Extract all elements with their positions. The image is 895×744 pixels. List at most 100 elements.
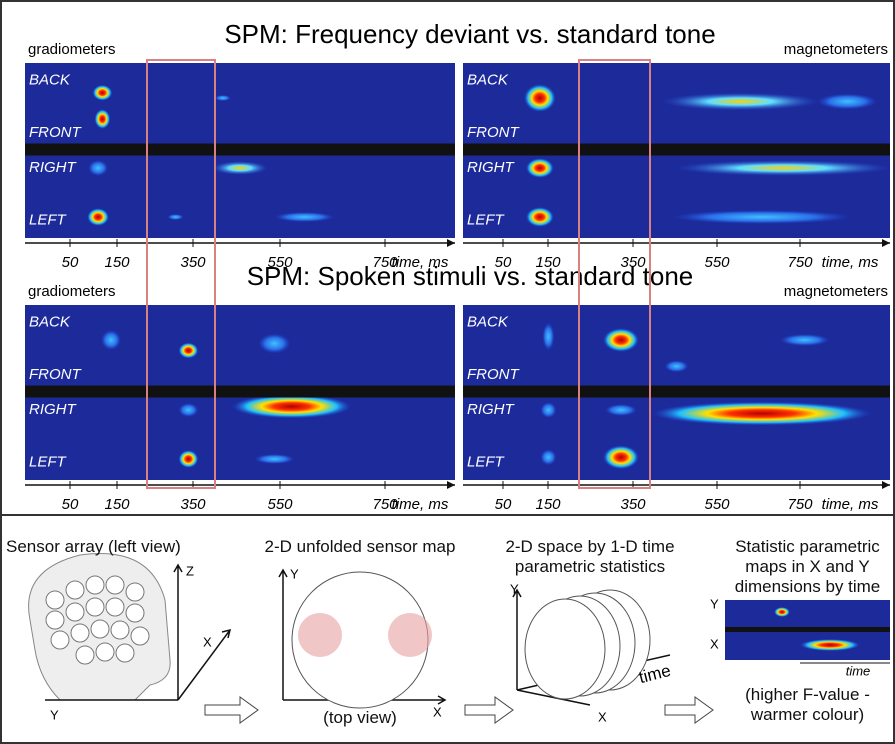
axis-letter: Z bbox=[186, 563, 194, 578]
row-band bbox=[463, 143, 890, 156]
row-label: RIGHT bbox=[467, 401, 516, 418]
activation-blob bbox=[602, 445, 639, 470]
tick-label: 750 bbox=[372, 254, 398, 271]
axis-letter: Y bbox=[510, 581, 519, 596]
axis-letter: Y bbox=[50, 707, 59, 722]
mini-blob bbox=[800, 639, 860, 651]
activation-blob bbox=[671, 210, 852, 224]
step-title: 2-D space by 1-D time parametric statist… bbox=[505, 537, 675, 576]
row-label: FRONT bbox=[467, 366, 520, 383]
step-title: Sensor array (left view) bbox=[6, 537, 181, 556]
tick-label: 550 bbox=[704, 496, 730, 513]
tick-label: 750 bbox=[787, 496, 813, 513]
activation-blob bbox=[274, 212, 335, 222]
tick-label: 750 bbox=[787, 254, 813, 271]
tick-label: 350 bbox=[620, 496, 646, 513]
activation-blob bbox=[178, 450, 199, 468]
row-label: RIGHT bbox=[467, 159, 516, 176]
axis-label: time bbox=[846, 663, 871, 678]
activation-blob bbox=[779, 334, 830, 346]
activation-blob bbox=[101, 330, 121, 350]
activation-blob bbox=[258, 333, 291, 354]
activation-blob bbox=[540, 402, 557, 418]
row-label: LEFT bbox=[467, 211, 506, 228]
axis-arrow bbox=[447, 481, 455, 489]
tick-label: 350 bbox=[180, 496, 206, 513]
panel-title: SPM: Spoken stimuli vs. standard tone bbox=[247, 261, 694, 291]
panel-title: SPM: Frequency deviant vs. standard tone bbox=[224, 19, 715, 49]
activation-blob bbox=[817, 93, 878, 110]
step-note: (higher F-value - warmer colour) bbox=[745, 685, 870, 724]
activation-blob bbox=[231, 394, 352, 419]
axis-letter: Y bbox=[290, 566, 299, 581]
axis-label: time, ms bbox=[392, 496, 449, 513]
row-label: FRONT bbox=[29, 124, 82, 141]
activation-blob bbox=[254, 454, 295, 464]
row-label: BACK bbox=[29, 71, 71, 88]
row-label: LEFT bbox=[29, 211, 68, 228]
activation-blob bbox=[88, 160, 109, 176]
tick-label: 150 bbox=[104, 254, 130, 271]
sensor-label: magnetometers bbox=[784, 41, 888, 58]
activation-blob bbox=[92, 84, 113, 101]
activation-blob bbox=[523, 84, 556, 112]
mini-band bbox=[725, 627, 890, 632]
activation-blob bbox=[525, 158, 554, 178]
row-label: RIGHT bbox=[29, 401, 78, 418]
highlight bbox=[578, 59, 651, 489]
tick-label: 50 bbox=[495, 496, 512, 513]
tick-label: 50 bbox=[495, 254, 512, 271]
sensor-grid bbox=[45, 575, 150, 665]
tick-label: 150 bbox=[104, 496, 130, 513]
activation-blob bbox=[87, 208, 110, 226]
activation-blob bbox=[214, 95, 231, 101]
sensor-label: gradiometers bbox=[28, 41, 116, 58]
activation-blob bbox=[525, 207, 554, 227]
sensor-label: gradiometers bbox=[28, 283, 116, 300]
row-band bbox=[25, 385, 455, 398]
activation-blob bbox=[542, 322, 555, 351]
row-label: BACK bbox=[467, 313, 509, 330]
flow-arrows bbox=[204, 696, 714, 724]
row-label: LEFT bbox=[467, 453, 506, 470]
activation-blob bbox=[664, 360, 689, 373]
axis-arrow bbox=[882, 239, 890, 247]
activation-blob bbox=[673, 160, 894, 176]
step-note: (top view) bbox=[323, 708, 397, 727]
row-label: FRONT bbox=[29, 366, 82, 383]
row-label: BACK bbox=[29, 313, 71, 330]
activation-blob bbox=[94, 109, 111, 129]
activation-blob bbox=[167, 214, 184, 220]
activation-blob bbox=[212, 161, 268, 175]
tick-label: 550 bbox=[267, 496, 293, 513]
tick-label: 750 bbox=[372, 496, 398, 513]
axis-label: time, ms bbox=[822, 496, 879, 513]
mini-blob bbox=[774, 607, 790, 617]
axis-letter: X bbox=[203, 634, 212, 649]
tick-label: 350 bbox=[180, 254, 206, 271]
axis-letter: X bbox=[598, 709, 607, 724]
row-label: RIGHT bbox=[29, 159, 78, 176]
axes-3d bbox=[45, 563, 671, 706]
activation-blob bbox=[604, 404, 637, 416]
row-band bbox=[463, 385, 890, 398]
row-label: BACK bbox=[467, 71, 509, 88]
axis-label: time, ms bbox=[822, 254, 879, 271]
tick-label: 550 bbox=[267, 254, 293, 271]
activation-blob bbox=[660, 92, 821, 111]
axis-letter: X bbox=[710, 636, 719, 651]
tick-label: 150 bbox=[535, 496, 561, 513]
axis-label: time, ms bbox=[392, 254, 449, 271]
tick-label: 150 bbox=[535, 254, 561, 271]
activation-blob bbox=[178, 403, 199, 417]
axis-arrow bbox=[882, 481, 890, 489]
step-title: Statistic parametric maps in X and Y dim… bbox=[734, 537, 881, 596]
activation-blob bbox=[178, 342, 199, 359]
illustrations bbox=[28, 553, 890, 724]
row-band bbox=[25, 143, 455, 156]
tick-label: 350 bbox=[620, 254, 646, 271]
step-title: 2-D unfolded sensor map bbox=[264, 537, 456, 556]
